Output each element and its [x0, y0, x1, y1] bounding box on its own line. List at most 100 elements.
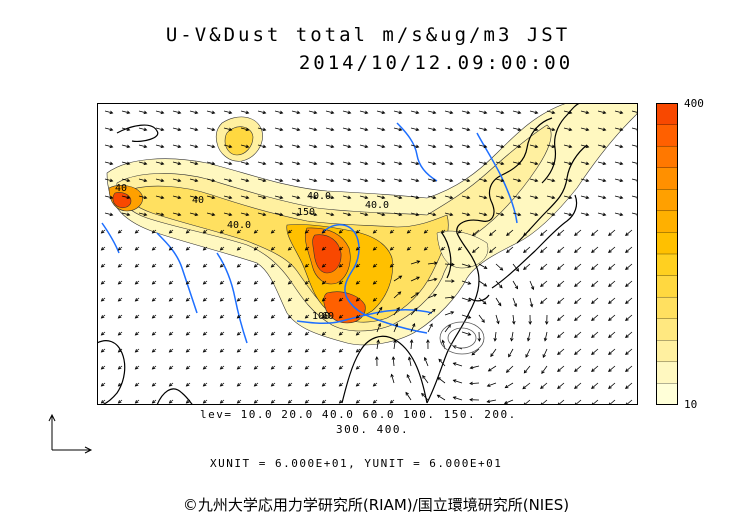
wind-arrow-head [396, 307, 400, 311]
wind-arrow [325, 195, 334, 199]
wind-arrow [529, 178, 538, 182]
wind-arrow-head [168, 332, 173, 336]
wind-arrow [631, 212, 638, 215]
wind-arrow-head [185, 247, 190, 251]
wind-arrow-head [347, 195, 352, 200]
wind-arrow-head [296, 195, 301, 200]
wind-arrow [546, 110, 555, 114]
wind-arrow-head [355, 247, 360, 251]
wind-arrow-head [542, 354, 546, 358]
wind-arrow-head [338, 400, 343, 404]
wind-arrow [511, 331, 514, 341]
wind-arrow [274, 195, 283, 199]
wind-arrow-head [500, 195, 505, 200]
wind-arrow [257, 178, 266, 182]
wind-arrow [504, 399, 514, 404]
wind-arrow-head [541, 370, 545, 374]
wind-arrow-head [270, 281, 275, 285]
wind-arrow-head [398, 275, 403, 279]
legend-swatch [656, 361, 678, 385]
wind-arrow [461, 263, 471, 268]
wind-arrow [240, 195, 249, 199]
wind-arrow-head [602, 195, 607, 200]
wind-arrow-head [429, 323, 433, 328]
wind-arrow-head [321, 247, 326, 251]
wind-arrow [625, 382, 633, 389]
wind-arrow-head [202, 298, 207, 302]
wind-arrow-head [202, 400, 207, 404]
wind-arrow-head [117, 383, 122, 387]
wind-arrow-head [143, 144, 148, 149]
wind-arrow-head [287, 366, 292, 370]
wind-arrow [189, 144, 198, 148]
wind-arrow [240, 178, 249, 182]
wind-arrow-head [245, 195, 250, 200]
wind-arrow [574, 331, 582, 338]
wind-arrow-head [202, 247, 207, 251]
wind-arrow-head [279, 178, 284, 183]
wind-arrow-head [557, 249, 561, 253]
wind-arrow-head [625, 385, 629, 389]
wind-arrow [487, 399, 497, 403]
wind-arrow-head [602, 110, 607, 115]
wind-arrow-head [134, 332, 139, 336]
wind-arrow-head [117, 298, 122, 302]
wind-arrow [223, 144, 232, 148]
wind-arrow-head [608, 317, 612, 321]
contour-label: 40.0 [365, 200, 389, 211]
wind-arrow [512, 195, 521, 199]
wind-arrow-head [313, 212, 318, 217]
wind-arrow-head [100, 264, 105, 268]
wind-arrow [529, 212, 538, 216]
wind-arrow [342, 212, 351, 216]
wind-arrow-head [602, 144, 607, 149]
wind-arrow [546, 178, 555, 182]
wind-arrow-head [483, 212, 488, 217]
wind-arrow-head [228, 127, 233, 132]
wind-arrow [444, 195, 453, 199]
wind-arrow-head [100, 230, 105, 234]
wind-arrow-head [466, 212, 471, 217]
wind-arrow-head [109, 178, 114, 183]
contour-label: 40 [115, 183, 127, 194]
wind-arrow-head [500, 110, 505, 115]
wind-arrow [393, 127, 402, 131]
wind-arrow-head [211, 127, 216, 132]
wind-arrow-head [625, 351, 629, 355]
wind-arrow [557, 263, 565, 270]
wind-arrow-head [432, 195, 437, 200]
wind-arrow [625, 331, 633, 338]
wind-arrow [597, 195, 606, 199]
wind-arrow [508, 348, 514, 357]
wind-arrow-head [338, 298, 343, 302]
wind-arrow [608, 365, 616, 372]
legend-max-label: 400 [684, 97, 704, 110]
wind-arrow-head [493, 337, 497, 342]
wind-arrow-head [228, 110, 233, 115]
wind-arrow [121, 144, 130, 148]
contour-levels-line1: lev= 10.0 20.0 40.0 60.0 100. 150. 200. [200, 408, 517, 421]
wind-arrow [608, 331, 616, 338]
wind-arrow-head [219, 400, 224, 404]
wind-arrow-head [126, 110, 131, 115]
wind-arrow [597, 127, 606, 131]
wind-arrow [505, 382, 514, 389]
wind-arrow-head [585, 127, 590, 132]
wind-arrow [427, 144, 436, 148]
wind-arrow-head [568, 195, 573, 200]
wind-arrow-head [355, 383, 360, 387]
legend-swatch [656, 167, 678, 190]
wind-arrow-head [194, 195, 199, 200]
wind-arrow-head [253, 315, 258, 319]
wind-arrow-head [591, 385, 595, 389]
wind-arrow-head [619, 144, 624, 149]
wind-arrow [631, 195, 638, 198]
wind-arrow-head [270, 383, 275, 387]
wind-arrow-head [253, 349, 258, 353]
wind-arrow-head [557, 351, 561, 355]
wind-arrow-head [185, 383, 190, 387]
wind-arrow-head [619, 178, 624, 183]
wind-arrow-head [625, 232, 629, 236]
wind-arrow-head [530, 286, 535, 291]
wind-arrow-head [432, 144, 437, 149]
